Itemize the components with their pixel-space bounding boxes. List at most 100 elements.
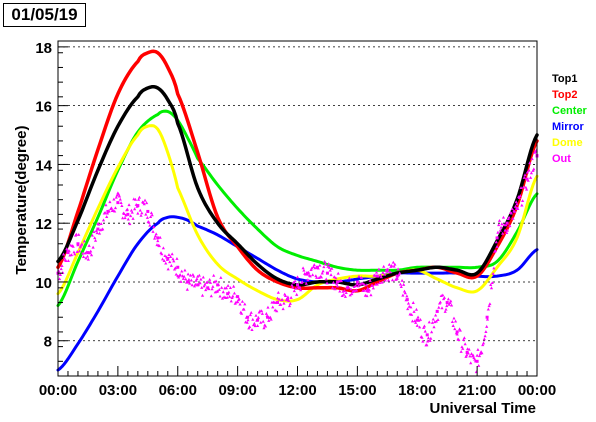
- out-marker: [260, 312, 264, 315]
- x-tick-label: 21:00: [458, 382, 496, 399]
- series-out: [56, 148, 539, 374]
- out-marker: [330, 266, 334, 270]
- out-marker: [423, 329, 427, 333]
- out-marker: [499, 225, 503, 229]
- out-marker: [476, 347, 480, 351]
- out-marker: [354, 288, 359, 292]
- out-marker: [183, 268, 187, 272]
- out-marker: [148, 223, 152, 227]
- out-marker: [72, 250, 76, 254]
- out-marker: [435, 309, 439, 313]
- out-marker: [133, 207, 137, 211]
- out-data-point: [495, 236, 499, 240]
- out-marker: [256, 315, 260, 319]
- out-marker: [332, 275, 336, 279]
- out-data-point: [276, 301, 280, 305]
- out-marker: [136, 211, 140, 215]
- out-marker: [403, 291, 407, 295]
- out-marker: [77, 232, 81, 236]
- out-marker: [473, 359, 478, 363]
- out-marker: [283, 294, 288, 298]
- out-marker: [359, 275, 363, 279]
- out-data-point: [266, 315, 270, 319]
- out-marker: [447, 302, 451, 306]
- out-marker: [520, 203, 524, 207]
- out-marker: [379, 275, 383, 279]
- out-marker: [248, 313, 252, 317]
- out-marker: [467, 347, 471, 351]
- out-marker: [406, 301, 411, 305]
- out-marker: [97, 231, 102, 235]
- out-marker: [224, 286, 229, 290]
- out-marker: [393, 262, 397, 266]
- out-marker: [85, 254, 90, 258]
- out-marker: [113, 209, 117, 213]
- out-marker: [164, 261, 168, 265]
- out-marker: [194, 278, 198, 282]
- legend-entry-out: Out: [552, 153, 571, 165]
- out-marker: [105, 211, 110, 215]
- out-marker: [510, 207, 514, 211]
- out-marker: [129, 214, 133, 218]
- out-marker: [160, 257, 165, 261]
- out-marker: [77, 249, 82, 253]
- out-marker: [440, 306, 444, 310]
- out-marker: [386, 278, 391, 282]
- y-tick-label: 10: [35, 275, 52, 292]
- out-marker: [442, 296, 446, 299]
- out-marker: [286, 295, 290, 299]
- out-marker: [449, 303, 454, 307]
- out-marker: [513, 209, 517, 213]
- out-marker: [448, 301, 452, 304]
- out-marker: [357, 274, 361, 278]
- out-data-point: [246, 315, 250, 319]
- x-tick-label: 00:00: [39, 382, 77, 399]
- out-marker: [521, 199, 525, 203]
- out-marker: [414, 320, 418, 324]
- out-marker: [287, 299, 291, 303]
- out-marker: [143, 198, 147, 202]
- out-data-point: [455, 330, 459, 334]
- out-marker: [101, 218, 106, 222]
- out-marker: [501, 231, 505, 235]
- out-marker: [142, 202, 146, 206]
- out-marker: [489, 286, 494, 290]
- out-marker: [366, 286, 370, 290]
- out-marker: [99, 222, 103, 226]
- out-marker: [64, 259, 68, 263]
- out-marker: [112, 197, 116, 201]
- out-marker: [202, 284, 206, 288]
- out-marker: [127, 203, 131, 207]
- out-marker: [152, 225, 156, 229]
- out-marker: [341, 289, 345, 293]
- out-marker: [81, 251, 85, 255]
- out-marker: [95, 231, 99, 235]
- out-marker: [338, 289, 342, 293]
- out-marker: [362, 288, 367, 292]
- x-tick-label: 06:00: [159, 382, 197, 399]
- out-marker: [422, 324, 427, 328]
- out-marker: [255, 324, 260, 328]
- out-marker: [161, 246, 165, 250]
- out-marker: [205, 280, 209, 284]
- out-marker: [312, 263, 316, 267]
- out-marker: [461, 346, 465, 350]
- out-marker: [505, 228, 510, 232]
- out-marker: [251, 317, 255, 321]
- out-marker: [523, 173, 527, 177]
- out-marker: [67, 249, 71, 253]
- out-marker: [200, 285, 204, 289]
- out-marker: [92, 230, 96, 234]
- out-marker: [390, 278, 395, 282]
- out-marker: [391, 260, 395, 264]
- out-marker: [402, 282, 406, 286]
- out-marker: [398, 282, 403, 286]
- out-marker: [93, 238, 98, 242]
- out-marker: [481, 343, 485, 347]
- out-marker: [188, 281, 192, 285]
- out-marker: [328, 268, 332, 272]
- out-marker: [309, 268, 313, 271]
- out-marker: [484, 330, 488, 334]
- out-data-point: [375, 274, 379, 278]
- out-marker: [240, 311, 244, 315]
